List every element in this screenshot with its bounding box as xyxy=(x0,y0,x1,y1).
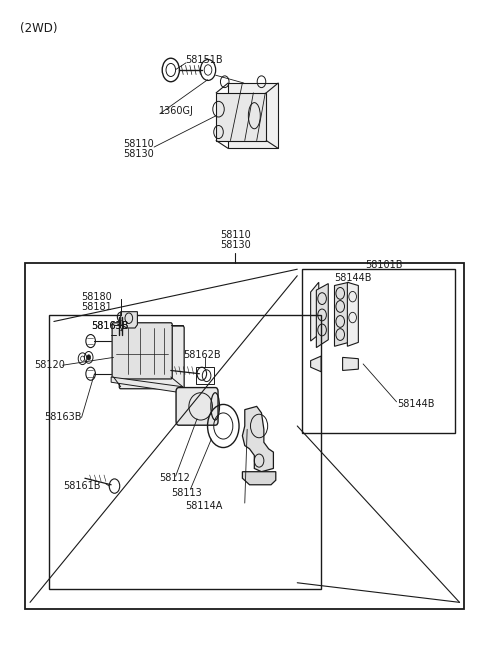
Text: 58181: 58181 xyxy=(82,302,112,312)
Text: (2WD): (2WD) xyxy=(21,22,58,35)
Polygon shape xyxy=(242,472,276,485)
Polygon shape xyxy=(111,377,185,394)
Polygon shape xyxy=(311,282,319,341)
Text: 58144B: 58144B xyxy=(397,400,435,409)
Circle shape xyxy=(87,355,91,360)
Polygon shape xyxy=(216,93,266,140)
Bar xyxy=(49,315,321,589)
Polygon shape xyxy=(335,282,349,346)
Polygon shape xyxy=(228,83,278,148)
Text: 58161B: 58161B xyxy=(63,481,101,491)
Bar xyxy=(25,262,464,609)
Text: 58180: 58180 xyxy=(82,292,112,302)
Text: 58163B: 58163B xyxy=(91,321,129,331)
FancyBboxPatch shape xyxy=(112,323,172,379)
Text: 58163B: 58163B xyxy=(44,413,82,422)
Text: 1360GJ: 1360GJ xyxy=(159,106,194,116)
Text: 58113: 58113 xyxy=(171,488,202,499)
Text: 58130: 58130 xyxy=(220,240,251,250)
Text: 58110: 58110 xyxy=(220,230,251,239)
Polygon shape xyxy=(348,282,359,346)
Polygon shape xyxy=(311,356,321,372)
Text: 58162B: 58162B xyxy=(183,350,220,360)
Bar xyxy=(302,269,455,432)
Polygon shape xyxy=(120,312,137,328)
Text: 58101B: 58101B xyxy=(365,260,403,270)
Text: 58144B: 58144B xyxy=(334,274,372,283)
Text: 58114A: 58114A xyxy=(185,501,223,510)
Polygon shape xyxy=(343,358,359,371)
Text: 58120: 58120 xyxy=(34,360,65,370)
Polygon shape xyxy=(316,283,328,348)
FancyBboxPatch shape xyxy=(119,326,184,389)
Text: 58110: 58110 xyxy=(123,139,154,149)
Text: 58130: 58130 xyxy=(123,150,154,159)
Text: 58151B: 58151B xyxy=(185,55,223,65)
Polygon shape xyxy=(242,406,274,472)
Text: 58112: 58112 xyxy=(159,473,190,483)
Bar xyxy=(196,367,214,384)
FancyBboxPatch shape xyxy=(176,388,218,425)
Text: 58163B: 58163B xyxy=(91,321,129,331)
